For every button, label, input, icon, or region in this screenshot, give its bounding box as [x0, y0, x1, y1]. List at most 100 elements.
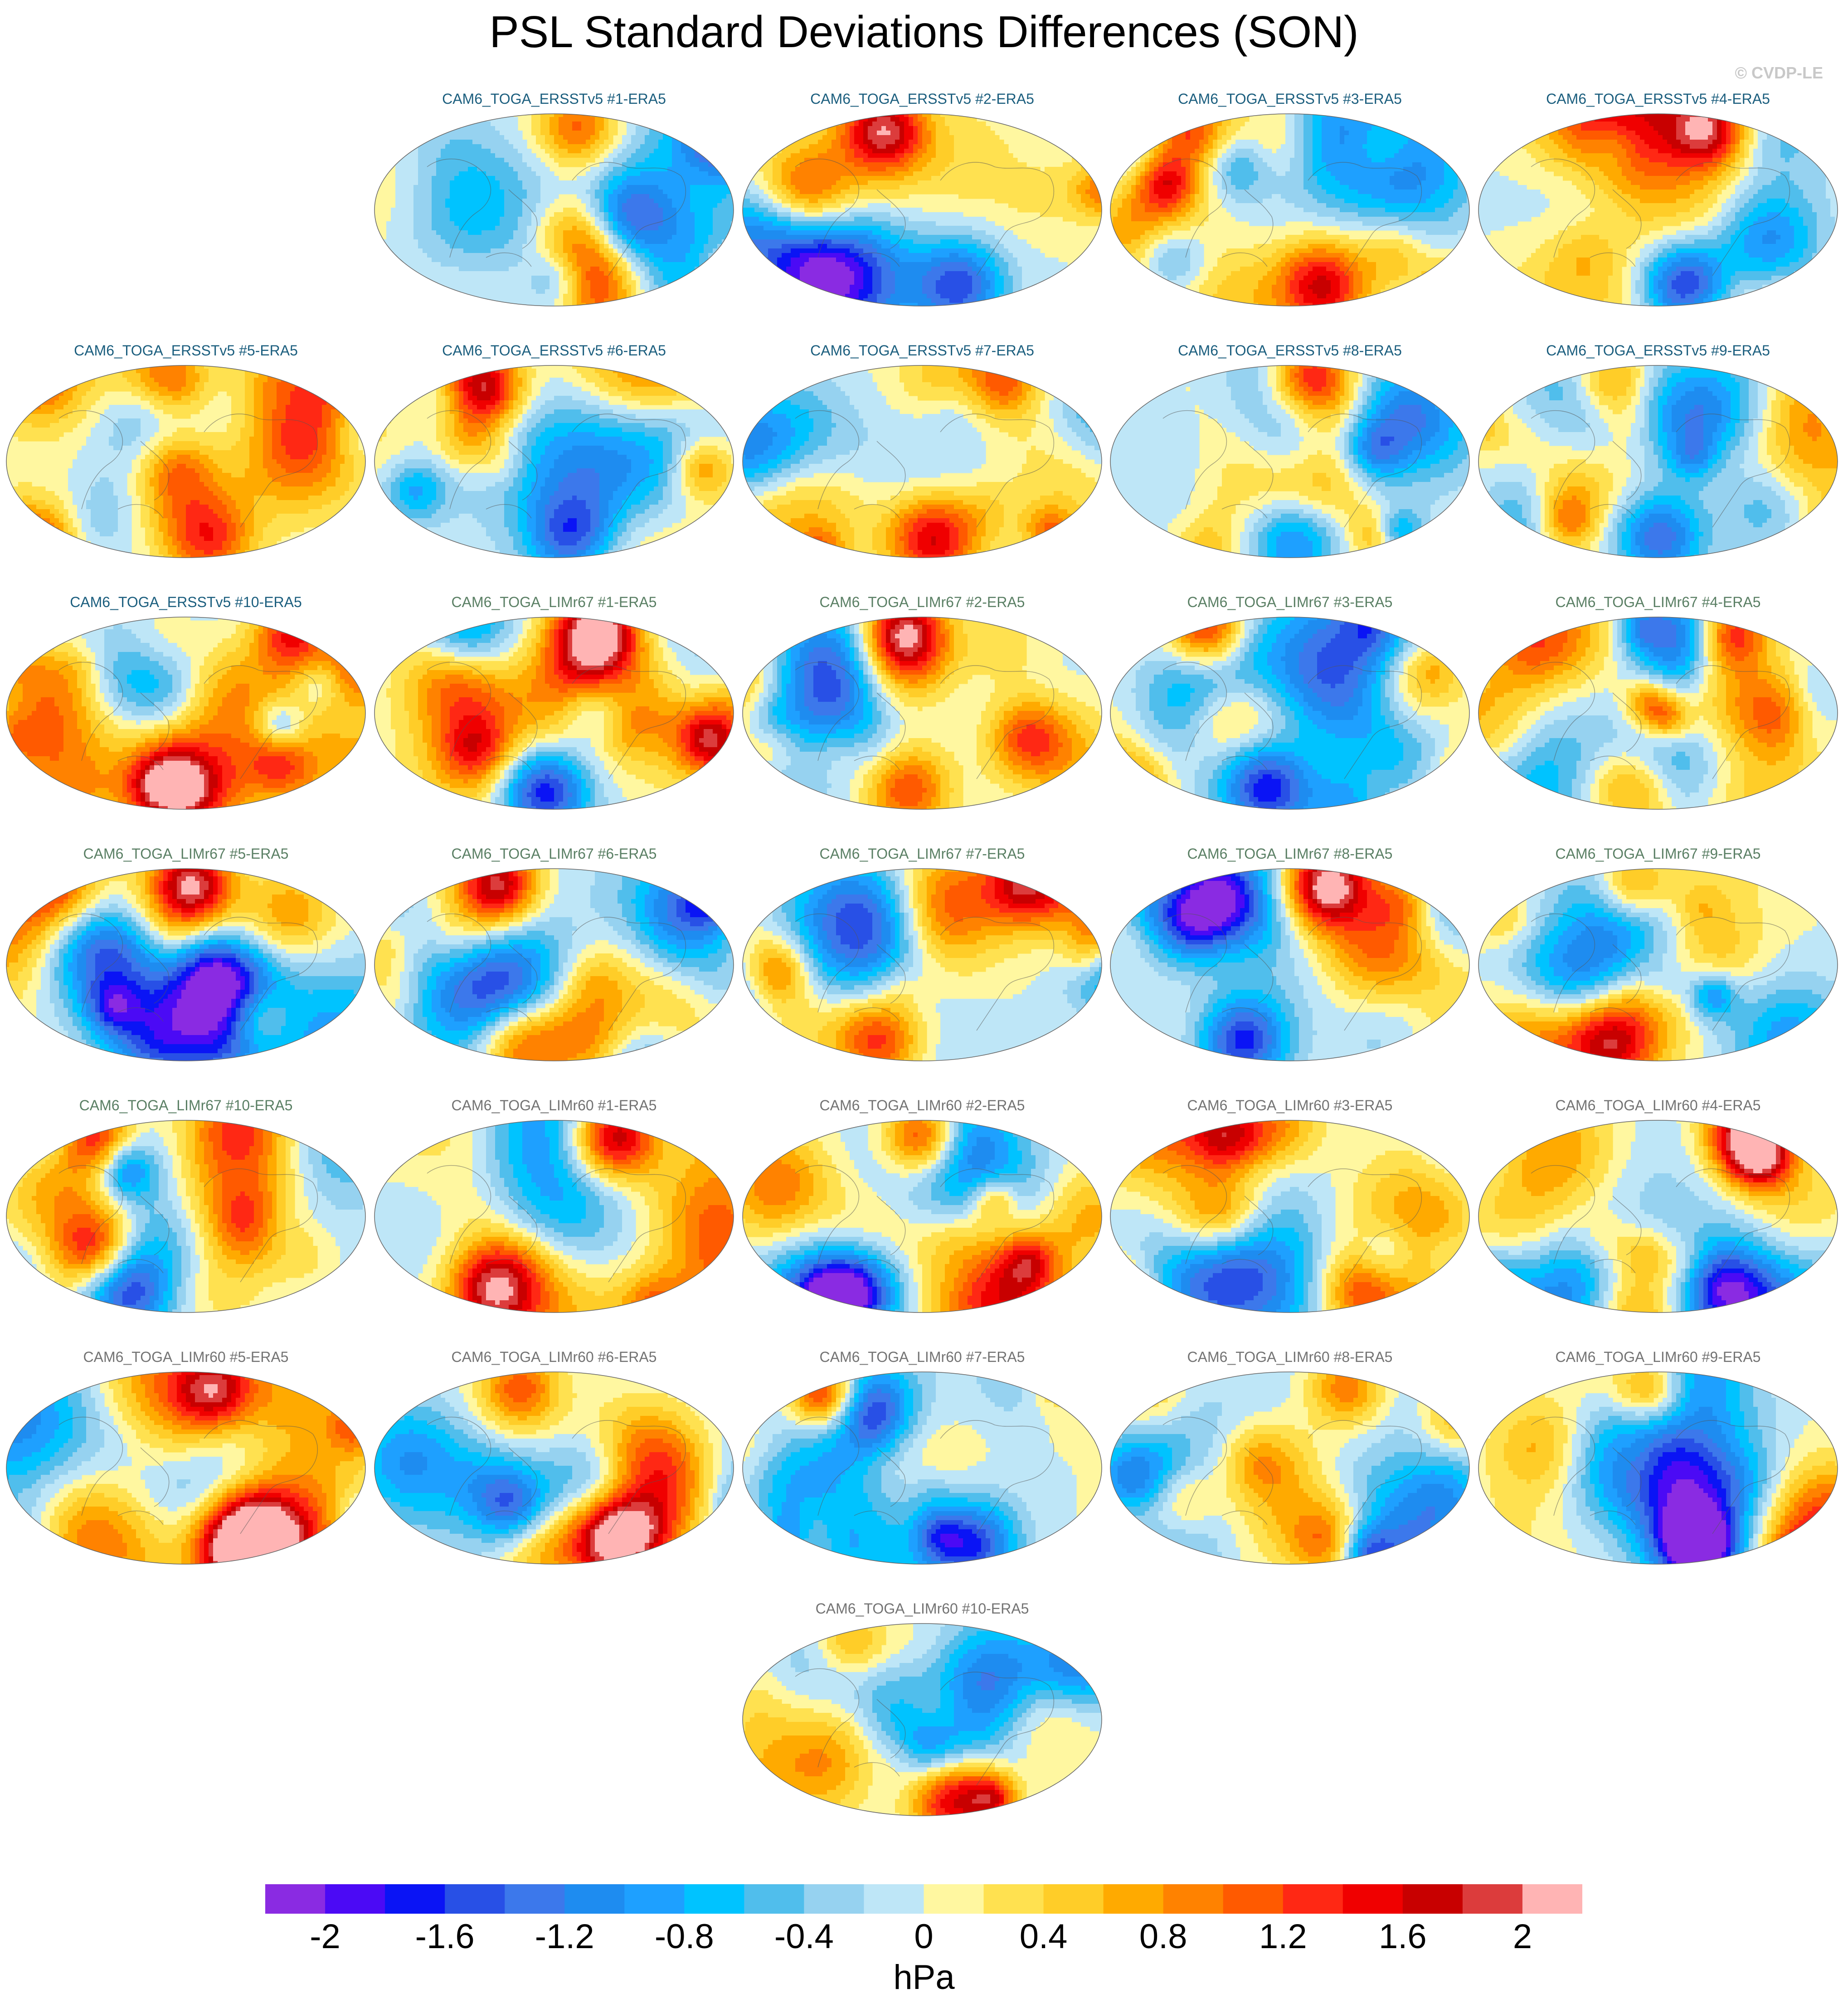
- panel-title: CAM6_TOGA_LIMr60 #7-ERA5: [741, 1349, 1104, 1366]
- map-panel: CAM6_TOGA_ERSSTv5 #4-ERA5: [1477, 91, 1839, 342]
- panel-title: CAM6_TOGA_LIMr67 #6-ERA5: [373, 846, 735, 862]
- map-panel: CAM6_TOGA_LIMr67 #6-ERA5: [373, 846, 735, 1097]
- global-map: [1109, 1371, 1471, 1565]
- map-panel: CAM6_TOGA_LIMr67 #3-ERA5: [1109, 594, 1471, 846]
- panel-title: CAM6_TOGA_LIMr67 #2-ERA5: [741, 594, 1104, 611]
- colorbar-tick-label: 0: [914, 1917, 933, 1956]
- panel-title: CAM6_TOGA_ERSSTv5 #6-ERA5: [373, 342, 735, 359]
- colorbar-tick-label: 2: [1513, 1917, 1532, 1956]
- global-map: [373, 616, 735, 811]
- map-panel: CAM6_TOGA_LIMr60 #1-ERA5: [373, 1097, 735, 1349]
- global-map: [741, 112, 1104, 307]
- colorbar-tick-label: -0.4: [774, 1917, 834, 1956]
- panel-title: CAM6_TOGA_ERSSTv5 #3-ERA5: [1109, 91, 1471, 107]
- global-map: [741, 1622, 1104, 1817]
- colorbar-box: [265, 1884, 326, 1914]
- colorbar-box: [445, 1884, 505, 1914]
- map-panel: CAM6_TOGA_LIMr60 #8-ERA5: [1109, 1349, 1471, 1600]
- global-map: [5, 1119, 367, 1314]
- panel-title: CAM6_TOGA_LIMr60 #8-ERA5: [1109, 1349, 1471, 1366]
- figure-title: PSL Standard Deviations Differences (SON…: [0, 6, 1848, 58]
- panel-title: CAM6_TOGA_ERSSTv5 #1-ERA5: [373, 91, 735, 107]
- panel-title: CAM6_TOGA_ERSSTv5 #8-ERA5: [1109, 342, 1471, 359]
- colorbar-box: [505, 1884, 565, 1914]
- map-panel: CAM6_TOGA_LIMr67 #8-ERA5: [1109, 846, 1471, 1097]
- colorbar-box: [1223, 1884, 1284, 1914]
- map-panel: CAM6_TOGA_LIMr67 #9-ERA5: [1477, 846, 1839, 1097]
- global-map: [373, 112, 735, 307]
- colorbar-tick-label: 0.4: [1020, 1917, 1068, 1956]
- map-panel: CAM6_TOGA_LIMr67 #7-ERA5: [741, 846, 1104, 1097]
- colorbar-box: [385, 1884, 445, 1914]
- panel-title: CAM6_TOGA_LIMr60 #6-ERA5: [373, 1349, 735, 1366]
- panel-title: CAM6_TOGA_LIMr67 #1-ERA5: [373, 594, 735, 611]
- global-map: [373, 1371, 735, 1565]
- global-map: [1109, 1119, 1471, 1314]
- copyright-watermark: © CVDP-LE: [1735, 63, 1823, 83]
- colorbar-box: [325, 1884, 385, 1914]
- colorbar: [265, 1884, 1582, 1914]
- colorbar-box: [684, 1884, 744, 1914]
- global-map: [741, 867, 1104, 1062]
- map-panel: CAM6_TOGA_ERSSTv5 #1-ERA5: [373, 91, 735, 342]
- global-map: [1477, 867, 1839, 1062]
- colorbar-box: [564, 1884, 625, 1914]
- map-panel: CAM6_TOGA_LIMr60 #4-ERA5: [1477, 1097, 1839, 1349]
- colorbar-box: [1163, 1884, 1224, 1914]
- global-map: [1477, 112, 1839, 307]
- colorbar-box: [1343, 1884, 1403, 1914]
- global-map: [5, 364, 367, 559]
- panel-title: CAM6_TOGA_LIMr60 #3-ERA5: [1109, 1097, 1471, 1114]
- colorbar-box: [1283, 1884, 1343, 1914]
- map-panel: CAM6_TOGA_ERSSTv5 #3-ERA5: [1109, 91, 1471, 342]
- panel-title: CAM6_TOGA_LIMr60 #10-ERA5: [741, 1600, 1104, 1617]
- global-map: [741, 616, 1104, 811]
- map-panel: CAM6_TOGA_ERSSTv5 #8-ERA5: [1109, 342, 1471, 594]
- panel-title: CAM6_TOGA_LIMr60 #9-ERA5: [1477, 1349, 1839, 1366]
- global-map: [1109, 112, 1471, 307]
- colorbar-box: [924, 1884, 984, 1914]
- colorbar-tick-label: 1.6: [1379, 1917, 1427, 1956]
- global-map: [741, 1119, 1104, 1314]
- colorbar-tick-label: 1.2: [1259, 1917, 1307, 1956]
- colorbar-box: [1104, 1884, 1164, 1914]
- panel-title: CAM6_TOGA_LIMr67 #8-ERA5: [1109, 846, 1471, 862]
- map-panel: CAM6_TOGA_LIMr67 #5-ERA5: [5, 846, 367, 1097]
- map-panel: CAM6_TOGA_ERSSTv5 #7-ERA5: [741, 342, 1104, 594]
- colorbar-box: [1403, 1884, 1463, 1914]
- colorbar-box: [864, 1884, 924, 1914]
- map-panel: CAM6_TOGA_LIMr67 #2-ERA5: [741, 594, 1104, 846]
- panel-title: CAM6_TOGA_ERSSTv5 #2-ERA5: [741, 91, 1104, 107]
- map-panel: CAM6_TOGA_LIMr60 #5-ERA5: [5, 1349, 367, 1600]
- map-panel: CAM6_TOGA_ERSSTv5 #6-ERA5: [373, 342, 735, 594]
- global-map: [1477, 1119, 1839, 1314]
- global-map: [5, 616, 367, 811]
- global-map: [1477, 616, 1839, 811]
- global-map: [373, 364, 735, 559]
- panel-title: CAM6_TOGA_LIMr67 #5-ERA5: [5, 846, 367, 862]
- global-map: [1477, 1371, 1839, 1565]
- colorbar-box: [804, 1884, 864, 1914]
- colorbar-tick-label: -1.6: [415, 1917, 475, 1956]
- global-map: [373, 867, 735, 1062]
- panel-title: CAM6_TOGA_ERSSTv5 #4-ERA5: [1477, 91, 1839, 107]
- panel-title: CAM6_TOGA_LIMr60 #2-ERA5: [741, 1097, 1104, 1114]
- global-map: [1477, 364, 1839, 559]
- colorbar-box: [624, 1884, 685, 1914]
- panel-title: CAM6_TOGA_LIMr67 #7-ERA5: [741, 846, 1104, 862]
- map-panel: CAM6_TOGA_LIMr67 #1-ERA5: [373, 594, 735, 846]
- map-panel: CAM6_TOGA_ERSSTv5 #5-ERA5: [5, 342, 367, 594]
- colorbar-tick-label: -0.8: [655, 1917, 714, 1956]
- panel-title: CAM6_TOGA_LIMr67 #10-ERA5: [5, 1097, 367, 1114]
- map-panel: CAM6_TOGA_ERSSTv5 #2-ERA5: [741, 91, 1104, 342]
- panel-title: CAM6_TOGA_LIMr60 #1-ERA5: [373, 1097, 735, 1114]
- colorbar-tick-label: 0.8: [1139, 1917, 1187, 1956]
- global-map: [5, 1371, 367, 1565]
- colorbar-unit: hPa: [0, 1958, 1848, 1997]
- global-map: [741, 364, 1104, 559]
- global-map: [373, 1119, 735, 1314]
- global-map: [741, 1371, 1104, 1565]
- colorbar-box: [1463, 1884, 1523, 1914]
- map-panel: CAM6_TOGA_LIMr60 #9-ERA5: [1477, 1349, 1839, 1600]
- panel-title: CAM6_TOGA_ERSSTv5 #5-ERA5: [5, 342, 367, 359]
